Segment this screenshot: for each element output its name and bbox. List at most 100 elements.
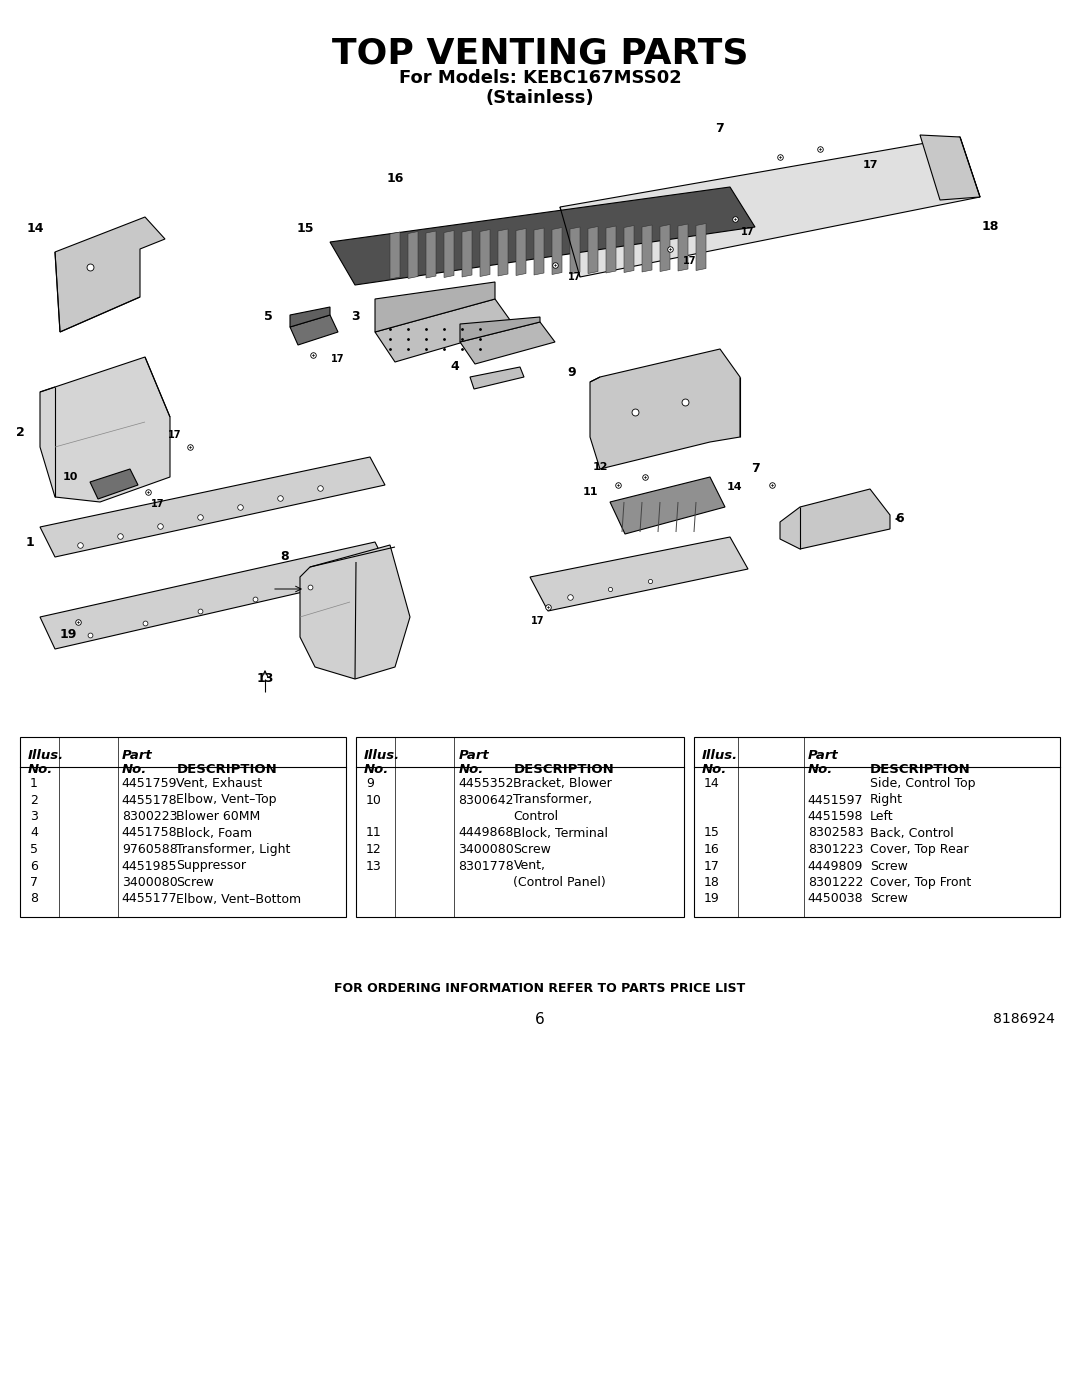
Text: Bracket, Blower: Bracket, Blower <box>513 777 612 789</box>
Text: 17: 17 <box>862 161 878 170</box>
Text: 7: 7 <box>30 876 38 888</box>
Polygon shape <box>90 469 138 499</box>
Text: Control: Control <box>513 810 558 823</box>
Text: 8300642: 8300642 <box>458 793 514 806</box>
Polygon shape <box>291 307 330 327</box>
Text: Part: Part <box>122 749 152 761</box>
Text: No.: No. <box>28 763 53 775</box>
Text: 17: 17 <box>568 272 582 282</box>
Polygon shape <box>642 225 652 272</box>
Text: 4455177: 4455177 <box>122 893 177 905</box>
Text: 13: 13 <box>366 859 381 873</box>
Text: Transformer,: Transformer, <box>513 793 593 806</box>
Text: 16: 16 <box>704 842 719 856</box>
Text: 17: 17 <box>531 616 544 626</box>
Text: 17: 17 <box>332 353 345 365</box>
Text: 4449868: 4449868 <box>458 827 514 840</box>
Text: 18: 18 <box>982 221 999 233</box>
Text: 4451759: 4451759 <box>122 777 177 789</box>
Text: 6: 6 <box>535 1011 545 1027</box>
Text: 16: 16 <box>387 172 404 186</box>
Text: 19: 19 <box>704 893 719 905</box>
Text: 12: 12 <box>592 462 608 472</box>
Text: (Stainless): (Stainless) <box>486 89 594 108</box>
Text: 6: 6 <box>30 859 38 873</box>
Text: 8301778: 8301778 <box>458 859 514 873</box>
Text: No.: No. <box>364 763 389 775</box>
Text: Screw: Screw <box>869 859 907 873</box>
Polygon shape <box>462 231 472 277</box>
Text: 14: 14 <box>26 222 44 236</box>
Polygon shape <box>660 225 670 271</box>
Polygon shape <box>590 349 740 469</box>
Text: 1: 1 <box>26 535 35 549</box>
Text: 8300223: 8300223 <box>122 810 177 823</box>
Polygon shape <box>534 228 544 275</box>
Text: 15: 15 <box>704 827 720 840</box>
Bar <box>694 738 1059 916</box>
Text: For Models: KEBC167MSS02: For Models: KEBC167MSS02 <box>399 68 681 87</box>
Polygon shape <box>561 137 980 277</box>
Polygon shape <box>40 457 384 557</box>
Polygon shape <box>470 367 524 388</box>
Text: TOP VENTING PARTS: TOP VENTING PARTS <box>332 36 748 71</box>
Polygon shape <box>780 489 890 549</box>
Text: 4: 4 <box>30 827 38 840</box>
Text: DESCRIPTION: DESCRIPTION <box>176 763 278 775</box>
Text: 3: 3 <box>30 810 38 823</box>
Polygon shape <box>40 358 170 502</box>
Polygon shape <box>696 224 706 271</box>
Polygon shape <box>570 226 580 274</box>
Text: 5: 5 <box>30 842 38 856</box>
Text: Right: Right <box>869 793 903 806</box>
Text: 9760588: 9760588 <box>122 842 177 856</box>
Polygon shape <box>40 542 390 650</box>
Text: 2: 2 <box>15 426 25 439</box>
Polygon shape <box>55 217 165 332</box>
Text: 4449809: 4449809 <box>808 859 863 873</box>
Text: Screw: Screw <box>513 842 551 856</box>
Text: 4451597: 4451597 <box>808 793 863 806</box>
Text: 4451985: 4451985 <box>122 859 177 873</box>
Polygon shape <box>460 321 555 365</box>
Text: Part: Part <box>808 749 838 761</box>
Text: 15: 15 <box>296 222 314 236</box>
Polygon shape <box>610 476 725 534</box>
Text: Suppressor: Suppressor <box>176 859 246 873</box>
Text: 6: 6 <box>895 513 904 525</box>
Text: DESCRIPTION: DESCRIPTION <box>513 763 615 775</box>
Text: 10: 10 <box>366 793 382 806</box>
Text: 3400080: 3400080 <box>122 876 177 888</box>
Text: 7: 7 <box>752 462 760 475</box>
Text: Vent, Exhaust: Vent, Exhaust <box>176 777 262 789</box>
Text: No.: No. <box>702 763 727 775</box>
Polygon shape <box>606 226 616 272</box>
Text: 11: 11 <box>366 827 381 840</box>
Text: 18: 18 <box>704 876 720 888</box>
Text: 4: 4 <box>450 360 459 373</box>
Text: (Control Panel): (Control Panel) <box>513 876 606 888</box>
Text: No.: No. <box>808 763 833 775</box>
Text: Blower 60MM: Blower 60MM <box>176 810 260 823</box>
Text: 19: 19 <box>59 629 77 641</box>
Text: Block, Terminal: Block, Terminal <box>513 827 608 840</box>
Polygon shape <box>444 231 454 278</box>
Polygon shape <box>375 299 515 362</box>
Text: 5: 5 <box>264 310 272 324</box>
Text: Back, Control: Back, Control <box>869 827 954 840</box>
Text: Illus.: Illus. <box>702 749 738 761</box>
Text: Block, Foam: Block, Foam <box>176 827 253 840</box>
Text: Elbow, Vent–Bottom: Elbow, Vent–Bottom <box>176 893 301 905</box>
Polygon shape <box>588 226 598 274</box>
Bar <box>356 738 684 916</box>
Text: Cover, Top Rear: Cover, Top Rear <box>869 842 969 856</box>
Text: FOR ORDERING INFORMATION REFER TO PARTS PRICE LIST: FOR ORDERING INFORMATION REFER TO PARTS … <box>335 982 745 995</box>
Text: Elbow, Vent–Top: Elbow, Vent–Top <box>176 793 276 806</box>
Polygon shape <box>375 282 495 332</box>
Text: Side, Control Top: Side, Control Top <box>869 777 975 789</box>
Text: Vent,: Vent, <box>513 859 545 873</box>
Polygon shape <box>678 224 688 271</box>
Polygon shape <box>516 229 526 275</box>
Polygon shape <box>408 232 418 278</box>
Text: Illus.: Illus. <box>28 749 64 761</box>
